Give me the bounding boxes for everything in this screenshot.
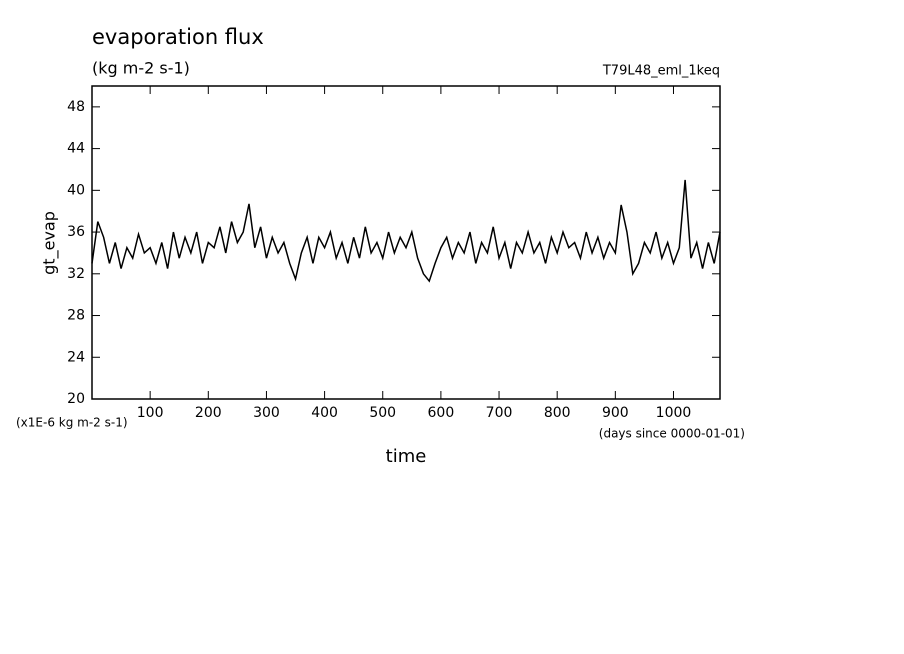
chart-title: evaporation flux [92, 25, 264, 49]
plot-frame [91, 85, 721, 400]
x-tick-label: 100 [137, 405, 164, 421]
y-tick-label: 24 [67, 349, 85, 365]
y-tick-label: 32 [67, 266, 85, 282]
y-axis-label: gt_evap [40, 211, 60, 275]
data-line [91, 179, 721, 283]
y-tick-label: 28 [67, 308, 85, 324]
x-tick-label: 1000 [656, 405, 692, 421]
subtitle: (kg m-2 s-1) [92, 59, 190, 78]
y-tick-label: 20 [67, 391, 85, 407]
y-unit: (x1E-6 kg m-2 s-1) [16, 416, 128, 430]
x-tick-label: 600 [428, 405, 455, 421]
x-tick-label: 900 [602, 405, 629, 421]
y-tick-label: 44 [67, 141, 85, 157]
x-tick-label: 500 [369, 405, 396, 421]
x-axis-label: time [386, 446, 427, 467]
x-tick-label: 700 [486, 405, 513, 421]
x-unit: (days since 0000-01-01) [599, 427, 745, 441]
x-tick-label: 400 [311, 405, 338, 421]
y-tick-label: 40 [67, 182, 85, 198]
y-tick-label: 36 [67, 224, 85, 240]
y-tick-label: 48 [67, 99, 85, 115]
x-tick-label: 300 [253, 405, 280, 421]
x-tick-label: 200 [195, 405, 222, 421]
run-label: T79L48_eml_1keq [602, 64, 720, 79]
x-tick-label: 800 [544, 405, 571, 421]
